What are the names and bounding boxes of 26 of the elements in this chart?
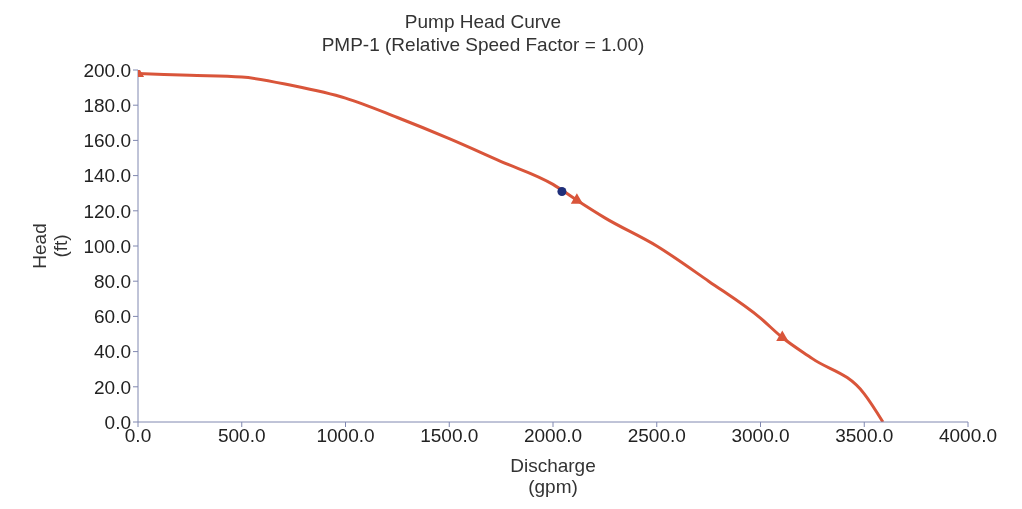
point [557,186,567,196]
y-tick-label: 140.0 [83,165,131,187]
x-tick-label: 3500.0 [835,425,894,447]
y-tick-label: 60.0 [94,306,131,328]
point [776,330,789,342]
x-tick-label: 2000.0 [523,425,583,447]
y-tick-label: 200.0 [83,59,131,81]
x-axis-title: Discharge (gpm) [510,455,596,497]
line-series [138,72,885,422]
y-tick-label: 40.0 [94,341,131,363]
chart-subtitle: PMP-1 (Relative Speed Factor = 1.00) [321,34,645,55]
x-tick-label: 4000.0 [938,425,998,447]
x-tick-label: 3000.0 [731,425,790,447]
x-tick-label: 1500.0 [420,425,479,447]
y-axis-title: Head (ft) [29,223,71,269]
chart-title: Pump Head Curve [404,11,562,32]
y-tick-label: 20.0 [94,376,131,398]
y-tick-label: 100.0 [83,235,131,257]
y-tick-label: 120.0 [83,200,131,222]
x-tick-label: 500.0 [217,425,266,447]
point [570,193,583,204]
y-tick-label: 80.0 [94,270,131,292]
x-tick-label: 2500.0 [627,425,686,447]
y-tick-label: 160.0 [83,130,131,152]
x-tick-label: 1000.0 [316,425,375,447]
y-tick-label: 180.0 [83,94,131,116]
